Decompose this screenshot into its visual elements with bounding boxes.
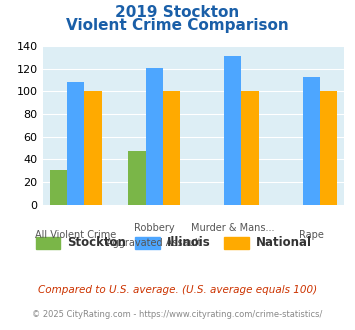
Bar bbox=[320, 91, 337, 205]
Text: © 2025 CityRating.com - https://www.cityrating.com/crime-statistics/: © 2025 CityRating.com - https://www.city… bbox=[32, 310, 323, 319]
Text: National: National bbox=[256, 236, 312, 249]
Text: 2019 Stockton: 2019 Stockton bbox=[115, 5, 240, 20]
Text: Violent Crime Comparison: Violent Crime Comparison bbox=[66, 18, 289, 33]
Bar bbox=[224, 56, 241, 205]
Bar bbox=[128, 151, 146, 205]
Bar bbox=[241, 91, 259, 205]
Bar bbox=[163, 91, 180, 205]
Text: Murder & Mans...: Murder & Mans... bbox=[191, 223, 274, 233]
Bar bbox=[84, 91, 102, 205]
Bar bbox=[146, 68, 163, 205]
Text: Compared to U.S. average. (U.S. average equals 100): Compared to U.S. average. (U.S. average … bbox=[38, 285, 317, 295]
Text: Illinois: Illinois bbox=[167, 236, 211, 249]
Bar bbox=[303, 77, 320, 205]
Text: Rape: Rape bbox=[299, 230, 324, 240]
Bar bbox=[67, 82, 84, 205]
Bar bbox=[50, 170, 67, 205]
Text: All Violent Crime: All Violent Crime bbox=[35, 230, 116, 240]
Text: Stockton: Stockton bbox=[67, 236, 126, 249]
Text: Robbery: Robbery bbox=[134, 223, 175, 233]
Text: Aggravated Assault: Aggravated Assault bbox=[106, 238, 202, 248]
